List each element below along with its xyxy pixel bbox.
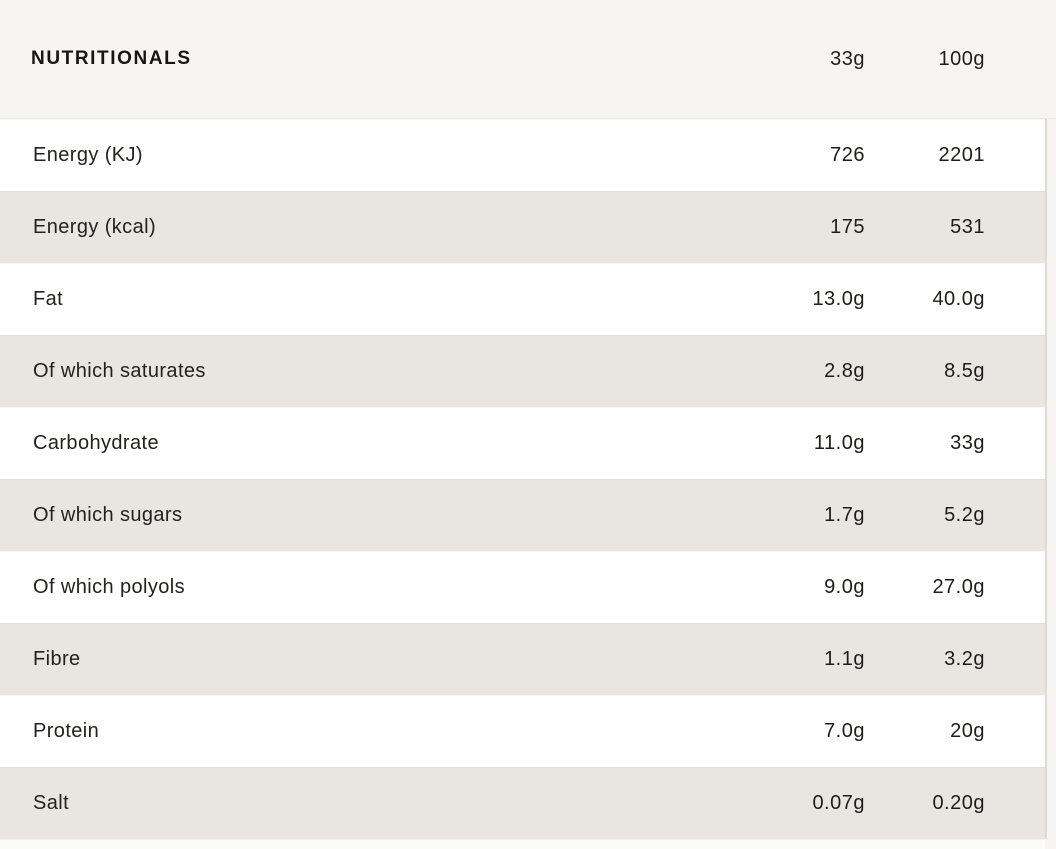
nutrient-label: Of which sugars xyxy=(33,504,183,526)
nutrient-label: Fat xyxy=(33,288,64,310)
table-row: Fat 13.0g 40.0g xyxy=(0,263,1045,335)
table-row: Protein 7.0g 20g xyxy=(0,695,1045,767)
per-100g-value: 8.5g xyxy=(944,360,985,382)
per-100g-value: 0.20g xyxy=(932,792,985,814)
nutrient-label: Fibre xyxy=(33,648,81,670)
nutrient-label: Carbohydrate xyxy=(33,432,159,454)
per-serving-value: 9.0g xyxy=(824,576,865,598)
table-row: Energy (kcal) 175 531 xyxy=(0,191,1045,263)
per-100g-value: 531 xyxy=(950,216,985,238)
per-100g-value: 5.2g xyxy=(944,504,985,526)
per-serving-value: 13.0g xyxy=(812,288,865,310)
table-row: Fibre 1.1g 3.2g xyxy=(0,623,1045,695)
per-serving-value: 0.07g xyxy=(812,792,865,814)
per-100g-value: 27.0g xyxy=(932,576,985,598)
per-100g-value: 40.0g xyxy=(932,288,985,310)
nutrient-label: Of which polyols xyxy=(33,576,186,598)
table-row: Carbohydrate 11.0g 33g xyxy=(0,407,1045,479)
nutrient-label: Protein xyxy=(33,720,100,742)
column-header-serving: 33g xyxy=(830,47,865,70)
table-row: Salt 0.07g 0.20g xyxy=(0,767,1045,839)
column-header-per-100g: 100g xyxy=(938,47,985,70)
table-header: NUTRITIONALS 33g 100g xyxy=(0,0,1056,119)
per-serving-value: 7.0g xyxy=(824,720,865,742)
nutrient-label: Of which saturates xyxy=(33,360,206,382)
nutrient-label: Energy (kcal) xyxy=(33,216,157,238)
per-serving-value: 2.8g xyxy=(824,360,865,382)
per-serving-value: 175 xyxy=(830,216,865,238)
per-100g-value: 20g xyxy=(950,720,985,742)
table-row: Of which saturates 2.8g 8.5g xyxy=(0,335,1045,407)
per-serving-value: 1.1g xyxy=(824,648,865,670)
bottom-strip xyxy=(0,839,1045,849)
per-100g-value: 3.2g xyxy=(944,648,985,670)
per-100g-value: 2201 xyxy=(938,144,985,166)
nutrient-label: Salt xyxy=(33,792,70,814)
per-serving-value: 1.7g xyxy=(824,504,865,526)
nutrient-label: Energy (KJ) xyxy=(33,144,143,166)
table-row: Of which sugars 1.7g 5.2g xyxy=(0,479,1045,551)
table-row: Energy (KJ) 726 2201 xyxy=(0,119,1045,191)
table-header-row: NUTRITIONALS 33g 100g xyxy=(0,0,1045,118)
nutritionals-table-body: Energy (KJ) 726 2201 Energy (kcal) 175 5… xyxy=(0,119,1047,839)
per-serving-value: 726 xyxy=(830,144,865,166)
table-row: Of which polyols 9.0g 27.0g xyxy=(0,551,1045,623)
per-100g-value: 33g xyxy=(950,432,985,454)
table-title: NUTRITIONALS xyxy=(31,48,192,69)
per-serving-value: 11.0g xyxy=(813,432,865,454)
